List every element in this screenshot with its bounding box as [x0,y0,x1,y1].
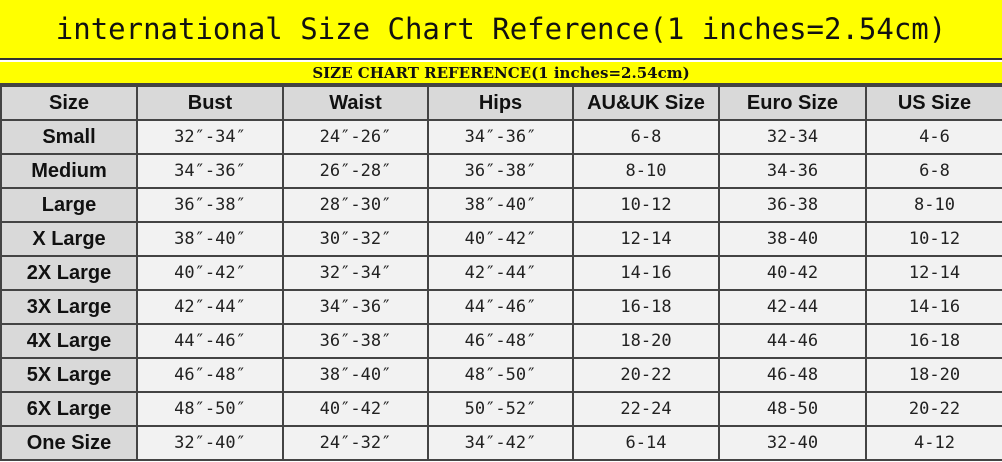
table-cell: 36-38 [718,187,867,223]
table-cell: 48″-50″ [427,357,574,393]
table-cell: 46″-48″ [427,323,574,359]
table-cell: 6-14 [572,425,720,461]
size-label: 6X Large [0,391,138,427]
table-cell: 38-40 [718,221,867,257]
table-cell: 22-24 [572,391,720,427]
table-cell: 32″-34″ [136,119,284,155]
table-cell: 36″-38″ [427,153,574,189]
column-header: Size [0,85,138,121]
table-cell: 38″-40″ [427,187,574,223]
table-cell: 34-36 [718,153,867,189]
table-cell: 46-48 [718,357,867,393]
table-row: Small 32″-34″ 24″-26″ 34″-36″ 6-8 32-34 4-6 [0,119,1002,155]
size-label: Small [0,119,138,155]
table-cell: 32-40 [718,425,867,461]
size-label: X Large [0,221,138,257]
table-row: 4X Large 44″-46″ 36″-38″ 46″-48″ 18-20 44-46 1… [0,323,1002,359]
column-header: Hips [427,85,574,121]
table-cell: 48-50 [718,391,867,427]
size-label: One Size [0,425,138,461]
size-label: Large [0,187,138,223]
table-row: 5X Large 46″-48″ 38″-40″ 48″-50″ 20-22 46-48 1… [0,357,1002,393]
table-cell: 12-14 [572,221,720,257]
table-cell: 40″-42″ [427,221,574,257]
table-cell: 6-8 [572,119,720,155]
table-row: 6X Large 48″-50″ 40″-42″ 50″-52″ 22-24 48-50 2… [0,391,1002,427]
table-cell: 48″-50″ [136,391,284,427]
table-cell: 50″-52″ [427,391,574,427]
table-row: One Size 32″-40″ 24″-32″ 34″-42″ 6-14 32-40 4-… [0,425,1002,461]
size-label: 4X Large [0,323,138,359]
table-cell: 42″-44″ [427,255,574,291]
table-cell: 24″-32″ [282,425,429,461]
table-cell: 16-18 [572,289,720,325]
table-cell: 42-44 [718,289,867,325]
table-cell: 16-18 [865,323,1002,359]
table-cell: 46″-48″ [136,357,284,393]
table-cell: 18-20 [572,323,720,359]
table-cell: 38″-40″ [136,221,284,257]
table-cell: 10-12 [865,221,1002,257]
table-cell: 30″-32″ [282,221,429,257]
table-cell: 34″-36″ [136,153,284,189]
table-cell: 18-20 [865,357,1002,393]
table-cell: 24″-26″ [282,119,429,155]
table-cell: 20-22 [572,357,720,393]
table-cell: 14-16 [572,255,720,291]
chart-title: international Size Chart Reference(1 inc… [0,0,1002,60]
table-cell: 14-16 [865,289,1002,325]
size-label: 3X Large [0,289,138,325]
table-row: 3X Large 42″-44″ 34″-36″ 44″-46″ 16-18 42-44 1… [0,289,1002,325]
table-cell: 6-8 [865,153,1002,189]
column-header: Waist [282,85,429,121]
table-cell: 34″-36″ [427,119,574,155]
table-cell: 8-10 [572,153,720,189]
size-chart-table: Size Bust Waist Hips AU&UK Size Euro Size US S… [0,85,1002,461]
table-cell: 40″-42″ [136,255,284,291]
table-cell: 36″-38″ [282,323,429,359]
table-cell: 42″-44″ [136,289,284,325]
column-header: US Size [865,85,1002,121]
table-cell: 4-12 [865,425,1002,461]
table-cell: 36″-38″ [136,187,284,223]
table-row: Large 36″-38″ 28″-30″ 38″-40″ 10-12 36-38 8-10 [0,187,1002,223]
size-label: 5X Large [0,357,138,393]
table-cell: 44″-46″ [427,289,574,325]
column-header: Bust [136,85,284,121]
table-cell: 4-6 [865,119,1002,155]
table-cell: 40-42 [718,255,867,291]
table-cell: 34″-42″ [427,425,574,461]
table-cell: 8-10 [865,187,1002,223]
table-cell: 26″-28″ [282,153,429,189]
table-row: Medium 34″-36″ 26″-28″ 36″-38″ 8-10 34-36 6-8 [0,153,1002,189]
chart-subtitle: SIZE CHART REFERENCE(1 inches=2.54cm) [0,62,1002,85]
table-cell: 20-22 [865,391,1002,427]
table-cell: 32″-34″ [282,255,429,291]
table-row: 2X Large 40″-42″ 32″-34″ 42″-44″ 14-16 40-42 1… [0,255,1002,291]
table-cell: 40″-42″ [282,391,429,427]
table-cell: 32-34 [718,119,867,155]
table-cell: 44-46 [718,323,867,359]
header-row: Size Bust Waist Hips AU&UK Size Euro Size US S… [0,85,1002,121]
table-cell: 28″-30″ [282,187,429,223]
table-cell: 12-14 [865,255,1002,291]
table-row: X Large 38″-40″ 30″-32″ 40″-42″ 12-14 38-40 10… [0,221,1002,257]
table-cell: 34″-36″ [282,289,429,325]
table-cell: 38″-40″ [282,357,429,393]
column-header: AU&UK Size [572,85,720,121]
table-cell: 10-12 [572,187,720,223]
table-cell: 44″-46″ [136,323,284,359]
size-label: 2X Large [0,255,138,291]
column-header: Euro Size [718,85,867,121]
table-cell: 32″-40″ [136,425,284,461]
size-label: Medium [0,153,138,189]
